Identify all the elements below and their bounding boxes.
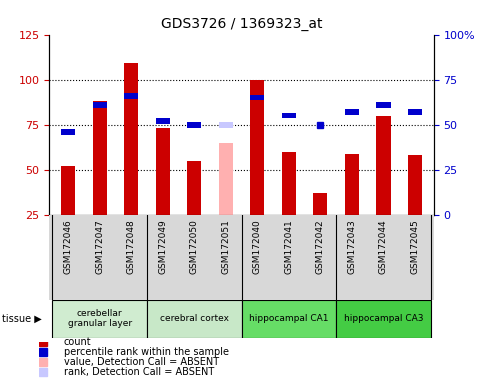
Bar xyxy=(52,300,147,338)
Bar xyxy=(93,101,107,215)
Bar xyxy=(124,93,139,99)
Text: GSM172050: GSM172050 xyxy=(190,219,199,274)
Text: count: count xyxy=(64,337,91,347)
Text: GSM172048: GSM172048 xyxy=(127,219,136,274)
Bar xyxy=(156,128,170,215)
Bar xyxy=(250,80,264,215)
Bar xyxy=(408,156,422,215)
Bar xyxy=(250,95,264,101)
Text: GSM172040: GSM172040 xyxy=(253,219,262,274)
Text: GSM172046: GSM172046 xyxy=(64,219,72,274)
Bar xyxy=(408,109,422,115)
Text: cerebral cortex: cerebral cortex xyxy=(160,314,229,323)
Bar xyxy=(313,194,327,215)
Bar xyxy=(93,102,107,108)
Bar xyxy=(124,63,139,215)
Text: hippocampal CA3: hippocampal CA3 xyxy=(344,314,423,323)
Text: tissue ▶: tissue ▶ xyxy=(2,314,42,324)
Title: GDS3726 / 1369323_at: GDS3726 / 1369323_at xyxy=(161,17,322,31)
Bar xyxy=(219,143,233,215)
Text: cerebellar
granular layer: cerebellar granular layer xyxy=(68,309,132,328)
Text: GSM172042: GSM172042 xyxy=(316,219,325,274)
Bar xyxy=(282,113,296,119)
Bar xyxy=(61,129,75,135)
Text: value, Detection Call = ABSENT: value, Detection Call = ABSENT xyxy=(64,357,219,367)
Text: rank, Detection Call = ABSENT: rank, Detection Call = ABSENT xyxy=(64,367,214,377)
Text: GSM172043: GSM172043 xyxy=(348,219,356,274)
Bar xyxy=(61,166,75,215)
Text: GSM172041: GSM172041 xyxy=(284,219,293,274)
Text: GSM172051: GSM172051 xyxy=(221,219,230,274)
Text: GSM172049: GSM172049 xyxy=(158,219,167,274)
Bar xyxy=(376,116,390,215)
Text: hippocampal CA1: hippocampal CA1 xyxy=(249,314,329,323)
Bar xyxy=(187,122,201,127)
Bar xyxy=(242,300,336,338)
Bar xyxy=(345,154,359,215)
Bar xyxy=(345,109,359,115)
Bar xyxy=(156,119,170,124)
Text: GSM172045: GSM172045 xyxy=(411,219,420,274)
Bar xyxy=(376,102,390,108)
Bar xyxy=(219,122,233,127)
Text: GSM172047: GSM172047 xyxy=(95,219,104,274)
Bar xyxy=(282,152,296,215)
Text: percentile rank within the sample: percentile rank within the sample xyxy=(64,347,229,357)
Bar xyxy=(147,300,242,338)
Bar xyxy=(187,161,201,215)
Bar xyxy=(336,300,431,338)
Text: GSM172044: GSM172044 xyxy=(379,219,388,274)
